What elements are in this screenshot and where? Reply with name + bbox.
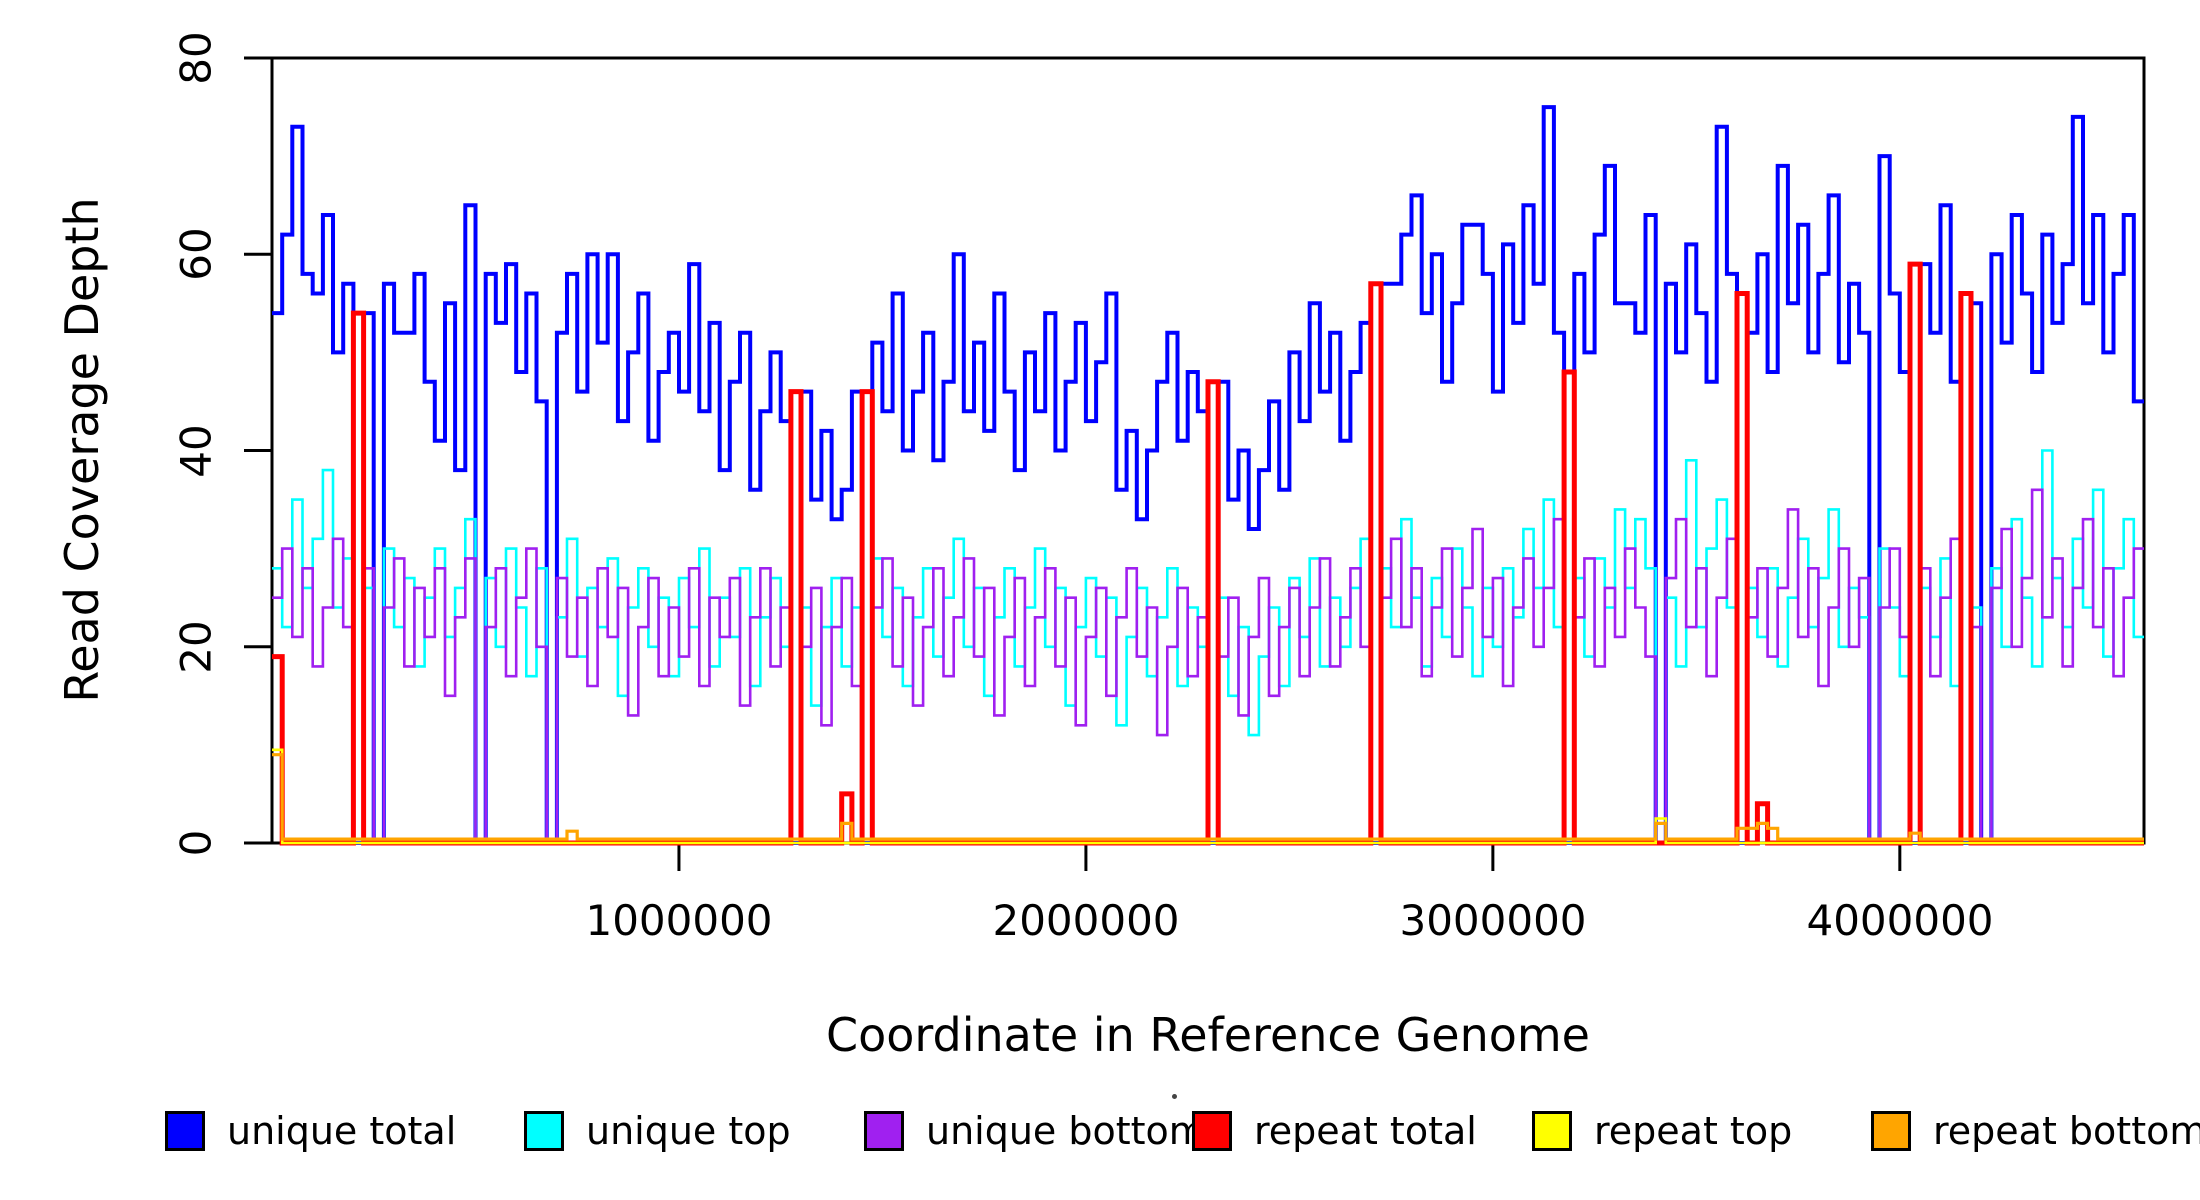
legend-label: unique top	[586, 1109, 791, 1153]
series-repeat-top	[272, 748, 2144, 845]
legend-label: unique total	[227, 1109, 457, 1153]
series-unique-total	[272, 105, 2144, 845]
y-tick-label-80: 80	[171, 31, 221, 85]
unique-bottom-swatch	[864, 1111, 904, 1151]
y-tick-label-20: 20	[171, 620, 221, 674]
legend-item-repeat-total: repeat total	[1192, 1109, 1477, 1153]
repeat-bottom-swatch	[1871, 1111, 1911, 1151]
legend-item-repeat-bottom: repeat bottom	[1871, 1109, 2200, 1153]
x-tick-label-1000000: 1000000	[585, 896, 773, 945]
legend-item-unique-top: unique top	[524, 1109, 791, 1153]
legend-item-unique-total: unique total	[165, 1109, 457, 1153]
x-axis-title: Coordinate in Reference Genome	[826, 1008, 1590, 1062]
legend-item-repeat-top: repeat top	[1532, 1109, 1793, 1153]
legend-label: unique bottom	[926, 1109, 1206, 1153]
x-tick-label-4000000: 4000000	[1806, 896, 1994, 945]
y-tick-label-40: 40	[171, 424, 221, 478]
y-axis-title: Read Coverage Depth	[55, 197, 109, 703]
series-repeat-total	[272, 261, 2144, 846]
unique-total-swatch	[165, 1111, 205, 1151]
legend-label: repeat top	[1594, 1109, 1793, 1153]
repeat-top-swatch	[1532, 1111, 1572, 1151]
series-repeat-bottom	[272, 753, 2144, 841]
legend-item-unique-bottom: unique bottom	[864, 1109, 1206, 1153]
x-tick-label-3000000: 3000000	[1399, 896, 1587, 945]
y-tick-label-60: 60	[171, 227, 221, 281]
x-tick-label-2000000: 2000000	[992, 896, 1180, 945]
stray-dot-artifact	[1172, 1094, 1177, 1099]
legend-label: repeat bottom	[1933, 1109, 2200, 1153]
legend-label: repeat total	[1254, 1109, 1477, 1153]
y-tick-label-0: 0	[171, 829, 221, 857]
repeat-total-swatch	[1192, 1111, 1232, 1151]
unique-top-swatch	[524, 1111, 564, 1151]
